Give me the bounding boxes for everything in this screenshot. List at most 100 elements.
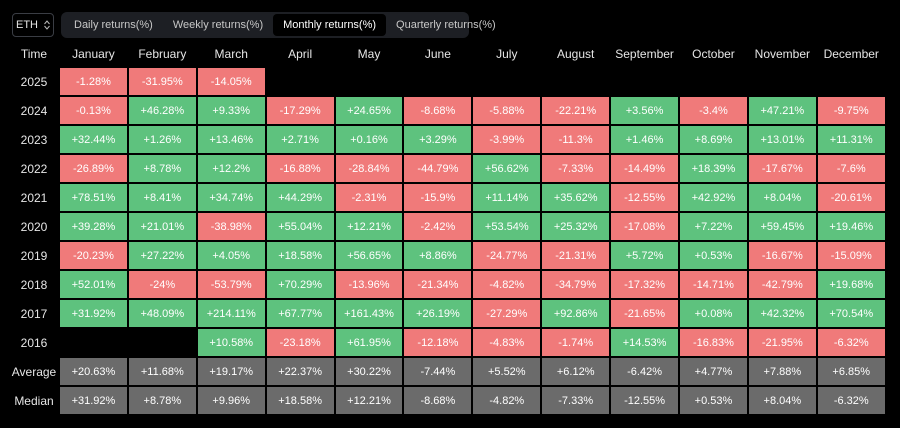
- return-cell: +1.46%: [611, 126, 679, 153]
- return-cell: +13.01%: [748, 126, 816, 153]
- return-cell: +25.32%: [542, 213, 610, 240]
- return-cell: +61.95%: [335, 329, 403, 356]
- month-header-november: November: [754, 47, 811, 61]
- summary-cell: +31.92%: [60, 387, 127, 414]
- tab-quarterly-returns[interactable]: Quarterly returns(%): [396, 19, 496, 31]
- return-cell: +59.45%: [748, 213, 816, 240]
- return-cell: +56.65%: [335, 242, 403, 269]
- return-cell: +26.19%: [404, 300, 472, 327]
- return-cell: -38.98%: [197, 213, 265, 240]
- return-cell: +34.74%: [197, 184, 265, 211]
- summary-cell: +18.58%: [266, 387, 334, 414]
- summary-cell: +6.85%: [817, 358, 885, 385]
- table-row: 2021 +78.51% +8.41% +34.74% +44.29% -2.31% -15…: [10, 184, 885, 211]
- return-cell: -16.67%: [748, 242, 816, 269]
- table-row: 2024 -0.13% +46.28% +9.33% -17.29% +24.65% -8.…: [10, 97, 885, 124]
- month-header-december: December: [823, 47, 879, 61]
- return-cell: +5.72%: [611, 242, 679, 269]
- return-cell: -14.71%: [680, 271, 747, 298]
- table-row: 2017 +31.92% +48.09% +214.11% +67.77% +161.43…: [10, 300, 885, 327]
- return-cell: +7.22%: [680, 213, 747, 240]
- return-cell: +2.71%: [266, 126, 334, 153]
- month-header-march: March: [214, 47, 248, 61]
- return-cell: -16.88%: [266, 155, 334, 182]
- table-row: 2020 +39.28% +21.01% -38.98% +55.04% +12.21% -…: [10, 213, 885, 240]
- summary-cell: +22.37%: [266, 358, 334, 385]
- return-cell: -53.79%: [197, 271, 265, 298]
- return-cell: -2.31%: [335, 184, 403, 211]
- return-cell: -4.83%: [473, 329, 541, 356]
- return-cell: -8.68%: [404, 97, 472, 124]
- tab-weekly-returns[interactable]: Weekly returns(%): [172, 19, 264, 31]
- month-header-january: January: [72, 47, 115, 61]
- return-cell: -14.05%: [197, 68, 265, 95]
- summary-cell: +6.12%: [542, 358, 610, 385]
- return-cell: +11.14%: [473, 184, 541, 211]
- return-cell: +35.62%: [542, 184, 610, 211]
- return-cell: +55.04%: [266, 213, 334, 240]
- return-cell: -0.13%: [60, 97, 127, 124]
- return-cell: +24.65%: [335, 97, 403, 124]
- return-cell: +8.04%: [748, 184, 816, 211]
- return-cell: +42.92%: [680, 184, 747, 211]
- summary-row: Median +31.92% +8.78% +9.96% +18.58% +12.21% -…: [10, 387, 885, 414]
- return-cell: +67.77%: [266, 300, 334, 327]
- summary-cell: +20.63%: [60, 358, 127, 385]
- year-label: 2021: [20, 190, 48, 205]
- asset-label: ETH: [16, 19, 38, 31]
- return-cell: -3.99%: [473, 126, 541, 153]
- empty-cell: [542, 68, 609, 95]
- return-cell: +21.01%: [128, 213, 196, 240]
- year-label: 2017: [20, 306, 48, 321]
- return-cell: -21.34%: [404, 271, 472, 298]
- return-cell: -15.9%: [404, 184, 472, 211]
- summary-cell: -6.32%: [817, 387, 885, 414]
- return-cell: -17.32%: [611, 271, 679, 298]
- return-cell: -17.67%: [748, 155, 816, 182]
- year-label: 2022: [20, 161, 48, 176]
- return-cell: +3.29%: [404, 126, 472, 153]
- empty-cell: [749, 68, 816, 95]
- return-cell: -22.21%: [542, 97, 610, 124]
- return-cell: +19.68%: [817, 271, 885, 298]
- empty-cell: [267, 68, 334, 95]
- return-cell: +18.58%: [266, 242, 334, 269]
- chevron-updown-icon: [44, 20, 50, 30]
- tab-monthly-returns[interactable]: Monthly returns(%): [273, 14, 387, 36]
- return-cell: +214.11%: [197, 300, 265, 327]
- return-cell: +8.69%: [680, 126, 747, 153]
- summary-cell: -12.55%: [611, 387, 679, 414]
- return-cell: +14.53%: [611, 329, 679, 356]
- return-cell: +8.78%: [128, 155, 196, 182]
- return-cell: +42.32%: [748, 300, 816, 327]
- summary-cell: +11.68%: [128, 358, 196, 385]
- year-label: 2024: [20, 103, 48, 118]
- return-cell: -26.89%: [60, 155, 127, 182]
- empty-cell: [473, 68, 540, 95]
- return-cell: +8.86%: [404, 242, 472, 269]
- summary-cell: +8.78%: [128, 387, 196, 414]
- return-cell: -17.08%: [611, 213, 679, 240]
- return-cell: +53.54%: [473, 213, 541, 240]
- return-cell: -21.95%: [748, 329, 816, 356]
- empty-cell: [611, 68, 678, 95]
- table-row: 2025 -1.28% -31.95% -14.05%: [10, 68, 885, 95]
- return-cell: -5.88%: [473, 97, 541, 124]
- return-cell: +78.51%: [60, 184, 127, 211]
- empty-cell: [129, 329, 196, 356]
- returns-period-tabs: Daily returns(%) Weekly returns(%) Monthly…: [61, 12, 496, 38]
- return-cell: +11.31%: [817, 126, 885, 153]
- summary-row: Average +20.63% +11.68% +19.17% +22.37% +30.2…: [10, 358, 885, 385]
- return-cell: +18.39%: [680, 155, 747, 182]
- asset-selector[interactable]: ETH: [12, 13, 54, 37]
- return-cell: +47.21%: [748, 97, 816, 124]
- return-cell: +4.05%: [197, 242, 265, 269]
- year-label: 2016: [20, 335, 48, 350]
- year-label: 2025: [20, 74, 48, 89]
- return-cell: +0.16%: [335, 126, 403, 153]
- return-cell: -17.29%: [266, 97, 334, 124]
- time-column-header: Time: [20, 47, 48, 61]
- summary-cell: -7.44%: [404, 358, 472, 385]
- summary-cell: -8.68%: [404, 387, 472, 414]
- tab-daily-returns[interactable]: Daily returns(%): [74, 19, 153, 31]
